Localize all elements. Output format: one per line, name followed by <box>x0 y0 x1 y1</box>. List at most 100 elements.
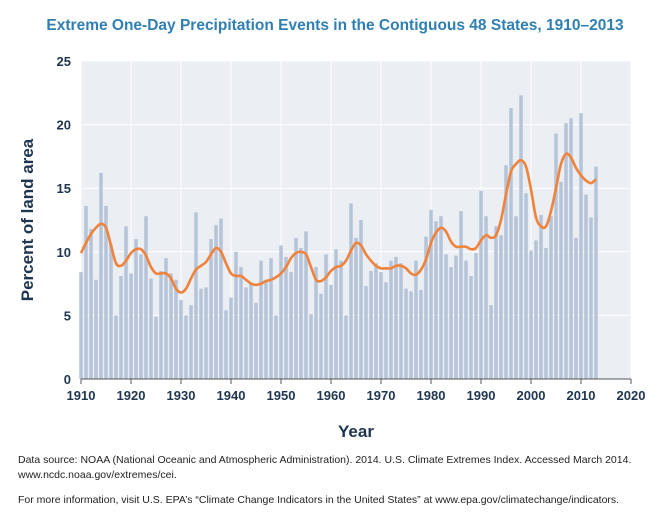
bar <box>354 237 358 379</box>
x-tick-label: 2010 <box>567 388 596 403</box>
bar <box>364 286 368 379</box>
bar <box>474 253 478 379</box>
bar <box>159 270 163 379</box>
x-tick-label: 2020 <box>617 388 646 403</box>
bar <box>579 113 583 380</box>
bar <box>239 267 243 379</box>
y-axis-title: Percent of land area <box>18 138 37 301</box>
x-tick-label: 1990 <box>467 388 496 403</box>
bar <box>269 258 273 379</box>
y-tick-label: 25 <box>57 54 71 69</box>
bar <box>199 288 203 379</box>
bar <box>234 251 238 379</box>
data-source-note: Data source: NOAA (National Oceanic and … <box>18 454 632 481</box>
y-tick-label: 10 <box>57 245 71 260</box>
bar <box>324 254 328 379</box>
bar <box>174 279 178 379</box>
bar <box>299 247 303 379</box>
bar <box>304 231 308 379</box>
bar <box>379 272 383 379</box>
bar <box>179 300 183 379</box>
bar <box>549 216 553 379</box>
bar <box>244 287 248 379</box>
bar <box>419 289 423 379</box>
bar <box>284 256 288 379</box>
bar <box>149 278 153 379</box>
bar <box>184 315 188 379</box>
bar <box>429 209 433 379</box>
bar <box>169 273 173 379</box>
bar <box>539 214 543 379</box>
bar <box>194 212 198 379</box>
bar <box>499 235 503 379</box>
bar <box>524 193 528 379</box>
bar <box>564 123 568 379</box>
bar <box>79 272 83 379</box>
x-tick-label: 1910 <box>67 388 96 403</box>
bar <box>489 305 493 379</box>
bar <box>254 302 258 379</box>
bar <box>444 254 448 379</box>
x-tick-label: 1970 <box>367 388 396 403</box>
bar <box>594 166 598 379</box>
bar <box>219 218 223 379</box>
bar <box>424 236 428 379</box>
bar <box>99 172 103 379</box>
axes: 1910 1920 1930 1940 1950 1960 1970 1980 1990 2000… <box>57 54 646 403</box>
bar <box>514 216 518 379</box>
y-tick-label: 20 <box>57 118 71 133</box>
bar <box>559 181 563 379</box>
bar <box>359 220 363 379</box>
y-tick-label: 0 <box>64 372 71 387</box>
bar <box>584 194 588 379</box>
bar <box>109 244 113 379</box>
bar <box>529 250 533 379</box>
more-info-note: For more information, visit U.S. EPA’s “… <box>18 494 620 506</box>
bar <box>369 270 373 379</box>
bar <box>129 273 133 379</box>
bar <box>459 211 463 379</box>
bar <box>349 203 353 379</box>
bar <box>414 260 418 379</box>
bar <box>454 255 458 379</box>
x-tick-label: 1940 <box>217 388 246 403</box>
x-tick-label: 1950 <box>267 388 296 403</box>
bar <box>274 315 278 379</box>
bar <box>504 165 508 379</box>
bar <box>119 275 123 379</box>
bar <box>434 221 438 379</box>
bar <box>469 275 473 379</box>
x-axis-title: Year <box>338 422 374 441</box>
bar <box>404 288 408 379</box>
line-series <box>79 152 597 294</box>
bar <box>509 108 513 379</box>
bar <box>124 226 128 379</box>
bar <box>319 293 323 379</box>
chart-title: Extreme One-Day Precipitation Events in … <box>46 17 624 34</box>
bar <box>139 254 143 379</box>
bar <box>249 282 253 379</box>
bar <box>569 118 573 380</box>
bar <box>164 258 168 379</box>
bar <box>309 314 313 379</box>
bar <box>554 133 558 379</box>
footnote: Data source: NOAA (National Oceanic and … <box>18 453 658 518</box>
bar <box>484 216 488 379</box>
bar <box>144 216 148 379</box>
bar <box>389 260 393 379</box>
x-tick-label: 2000 <box>517 388 546 403</box>
bar <box>339 260 343 379</box>
bar <box>479 190 483 379</box>
bar <box>449 267 453 379</box>
bar <box>314 267 318 379</box>
bar-series <box>79 95 598 380</box>
trend-line <box>79 152 597 294</box>
bar <box>264 279 268 379</box>
x-tick-label: 1930 <box>167 388 196 403</box>
bar <box>229 297 233 379</box>
x-tick-label: 1920 <box>117 388 146 403</box>
bar <box>344 315 348 379</box>
bar <box>394 256 398 379</box>
bar <box>409 291 413 379</box>
bar <box>279 245 283 379</box>
